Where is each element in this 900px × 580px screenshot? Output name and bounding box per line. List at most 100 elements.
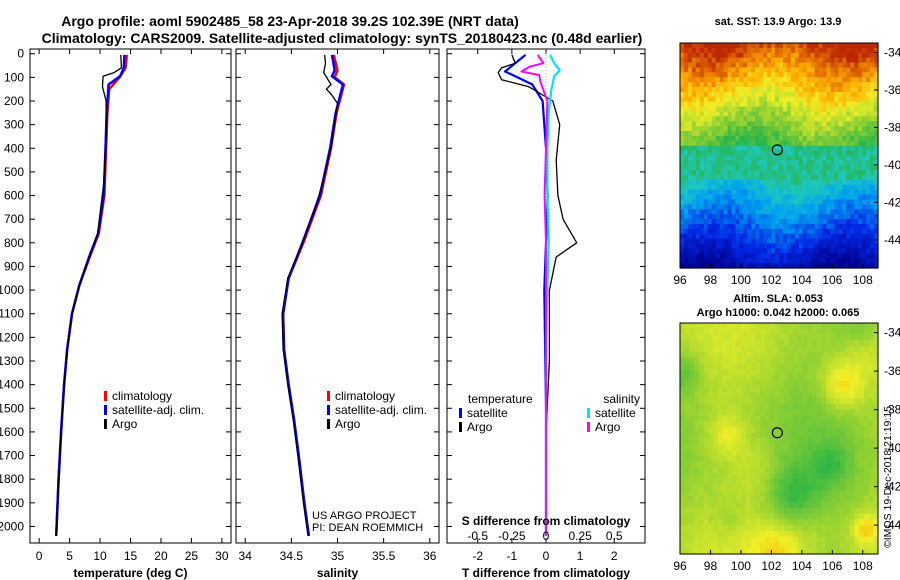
sla-heatmap-cell <box>816 530 823 538</box>
sst-heatmap-cell <box>719 233 725 240</box>
sst-heatmap-cell <box>715 160 721 166</box>
sla-heatmap-cell <box>694 455 700 463</box>
sla-heatmap-cell <box>689 467 695 474</box>
sla-heatmap-cell <box>840 473 846 480</box>
sla-heatmap-cell <box>779 542 785 549</box>
sst-heatmap-cell <box>806 204 812 210</box>
sst-heatmap-cell <box>691 62 697 69</box>
sla-heatmap-cell <box>774 369 780 376</box>
sla-heatmap-cell <box>840 386 846 393</box>
sla-heatmap-cell <box>764 536 771 544</box>
sla-heatmap-cell <box>816 525 823 532</box>
sla-heatmap-cell <box>821 351 827 359</box>
sla-heatmap-cell <box>873 536 879 544</box>
sst-heatmap-cell <box>763 209 768 215</box>
sla-heatmap-cell <box>755 392 761 399</box>
sla-heatmap-cell <box>835 496 841 503</box>
sla-heatmap-cell <box>708 502 714 509</box>
sla-heatmap-cell <box>755 444 761 451</box>
sst-heatmap-cell <box>870 253 875 259</box>
sst-heatmap-cell <box>731 77 737 83</box>
sla-heatmap-cell <box>708 351 714 359</box>
sst-heatmap-cell <box>680 140 685 147</box>
sst-heatmap-cell <box>818 243 824 250</box>
sla-heatmap-cell <box>816 444 823 451</box>
sst-heatmap-cell <box>727 111 733 117</box>
sla-heatmap-cell <box>826 444 832 451</box>
sla-heatmap-cell <box>812 357 818 365</box>
sla-heatmap-cell <box>816 536 823 544</box>
sla-heatmap-cell <box>741 519 747 526</box>
sla-heatmap-cell <box>854 415 860 422</box>
sst-heatmap-cell <box>759 43 764 49</box>
sla-heatmap-cell <box>760 363 766 370</box>
sst-heatmap-cell <box>715 175 721 181</box>
sst-heatmap-cell <box>822 199 828 206</box>
sla-heatmap-cell <box>835 490 841 497</box>
sst-heatmap-cell <box>759 72 764 78</box>
sst-heatmap-cell <box>755 219 760 225</box>
sst-heatmap-cell <box>866 101 871 108</box>
sla-heatmap-cell <box>703 398 709 405</box>
sst-heatmap-cell <box>782 223 788 230</box>
sla-heatmap-cell <box>783 403 790 411</box>
sst-heatmap-cell <box>683 184 689 191</box>
sla-heatmap-cell <box>769 369 775 376</box>
sst-heatmap-cell <box>691 47 697 54</box>
sst-heatmap-cell <box>680 155 685 161</box>
sst-heatmap-cell <box>715 106 721 113</box>
sst-heatmap-cell <box>683 145 689 152</box>
sst-heatmap-cell <box>798 140 804 147</box>
sst-heatmap-cell <box>687 111 693 117</box>
sla-heatmap-cell <box>826 432 832 440</box>
sst-heatmap-cell <box>790 96 796 103</box>
sst-heatmap-cell <box>838 126 843 132</box>
sst-heatmap-cell <box>794 116 800 122</box>
sla-heatmap-cell <box>774 398 780 405</box>
sst-heatmap-cell <box>854 258 859 264</box>
sst-heatmap-cell <box>826 140 832 147</box>
sst-heatmap-cell <box>810 77 816 83</box>
sst-heatmap-cell <box>775 155 780 161</box>
sst-heatmap-cell <box>739 82 744 88</box>
sst-heatmap-cell <box>779 199 784 206</box>
sla-heatmap-cell <box>826 415 832 422</box>
sst-heatmap-cell <box>810 263 816 269</box>
sst-heatmap-cell <box>747 126 752 132</box>
sla-heatmap-cell <box>774 426 780 434</box>
sst-heatmap-cell <box>711 189 717 196</box>
sst-heatmap-cell <box>711 150 717 157</box>
sst-heatmap-cell <box>719 91 725 98</box>
sla-heatmap-cell <box>793 444 799 451</box>
sla-heatmap-cell <box>793 478 799 486</box>
sla-heatmap-cell <box>826 542 832 549</box>
sla-heatmap-cell <box>840 323 846 330</box>
sst-heatmap-cell <box>794 263 800 269</box>
sla-heatmap-cell <box>807 403 813 411</box>
sst-heatmap-cell <box>707 228 713 235</box>
sst-heatmap-cell <box>680 77 685 83</box>
salinity-panel: 34 34.5 35 35.5 36salinityclimatologysatelli… <box>235 48 440 580</box>
sla-heatmap-cell <box>689 432 695 440</box>
sla-heatmap-cell <box>802 513 808 520</box>
sst-heatmap-cell <box>786 214 792 220</box>
sst-heatmap-cell <box>687 204 693 210</box>
sst-heatmap-cell <box>763 67 768 73</box>
sla-heatmap-cell <box>680 398 686 405</box>
sst-heatmap-cell <box>866 67 871 73</box>
sst-heatmap-cell <box>751 223 756 230</box>
sst-heatmap-cell <box>786 47 792 54</box>
sst-heatmap-cell <box>818 135 824 142</box>
sst-heatmap-cell <box>814 204 820 210</box>
sst-heatmap-cell <box>818 87 824 93</box>
sla-heatmap-cell <box>755 415 761 422</box>
sla-heatmap-cell <box>873 421 879 428</box>
sst-heatmap-cell <box>695 165 701 171</box>
sst-heatmap-cell <box>763 135 768 142</box>
sla-heatmap-cell <box>849 461 856 468</box>
sst-heatmap-cell <box>743 87 748 93</box>
sla-heatmap-cell <box>755 328 761 336</box>
sst-heatmap-cell <box>874 204 879 210</box>
sla-heatmap-cell <box>826 351 832 359</box>
sla-heatmap-cell <box>797 473 804 480</box>
